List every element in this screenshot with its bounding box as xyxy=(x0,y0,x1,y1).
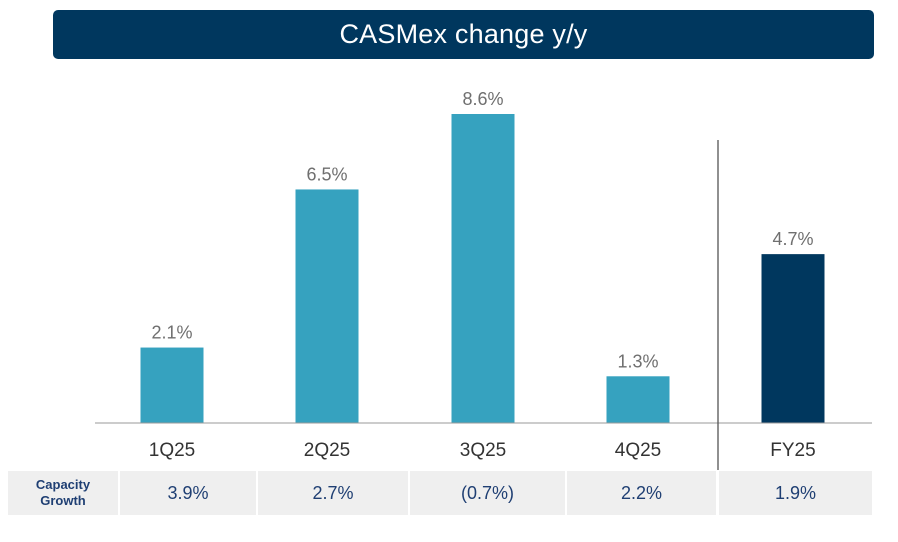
bar-2q25 xyxy=(295,189,359,423)
x-tick-1q25: 1Q25 xyxy=(149,440,195,461)
x-tick-2q25: 2Q25 xyxy=(304,440,350,461)
data-label-3q25: 8.6% xyxy=(462,89,503,109)
capacity-value-fy25: 1.9% xyxy=(719,471,872,515)
x-tick-4q25: 4Q25 xyxy=(615,440,661,461)
bar-1q25 xyxy=(140,347,204,423)
capacity-value-1q25: 3.9% xyxy=(120,471,256,515)
bar-fy25 xyxy=(761,254,825,423)
bar-4q25 xyxy=(606,376,670,423)
capacity-value-3q25: (0.7%) xyxy=(410,471,565,515)
capacity-growth-label: Capacity Growth xyxy=(8,471,118,515)
data-label-4q25: 1.3% xyxy=(617,351,658,371)
capacity-value-4q25: 2.2% xyxy=(567,471,716,515)
capacity-label-line2: Growth xyxy=(40,493,86,508)
chart-title: CASMex change y/y xyxy=(53,10,874,59)
capacity-label-line1: Capacity xyxy=(35,477,91,492)
data-label-1q25: 2.1% xyxy=(151,323,192,343)
data-label-2q25: 6.5% xyxy=(306,164,347,184)
bar-3q25 xyxy=(451,114,515,423)
capacity-growth-row: Capacity Growth 3.9% 2.7% (0.7%) 2.2% 1.… xyxy=(8,471,872,515)
x-tick-3q25: 3Q25 xyxy=(460,440,506,461)
casmex-bar-chart: 2.1% 6.5% 8.6% 1.3% 4.7% 1Q25 2Q25 3Q25 4Q25 FY2… xyxy=(95,89,872,470)
capacity-value-2q25: 2.7% xyxy=(258,471,408,515)
data-label-fy25: 4.7% xyxy=(772,229,813,249)
x-tick-fy25: FY25 xyxy=(770,440,815,461)
